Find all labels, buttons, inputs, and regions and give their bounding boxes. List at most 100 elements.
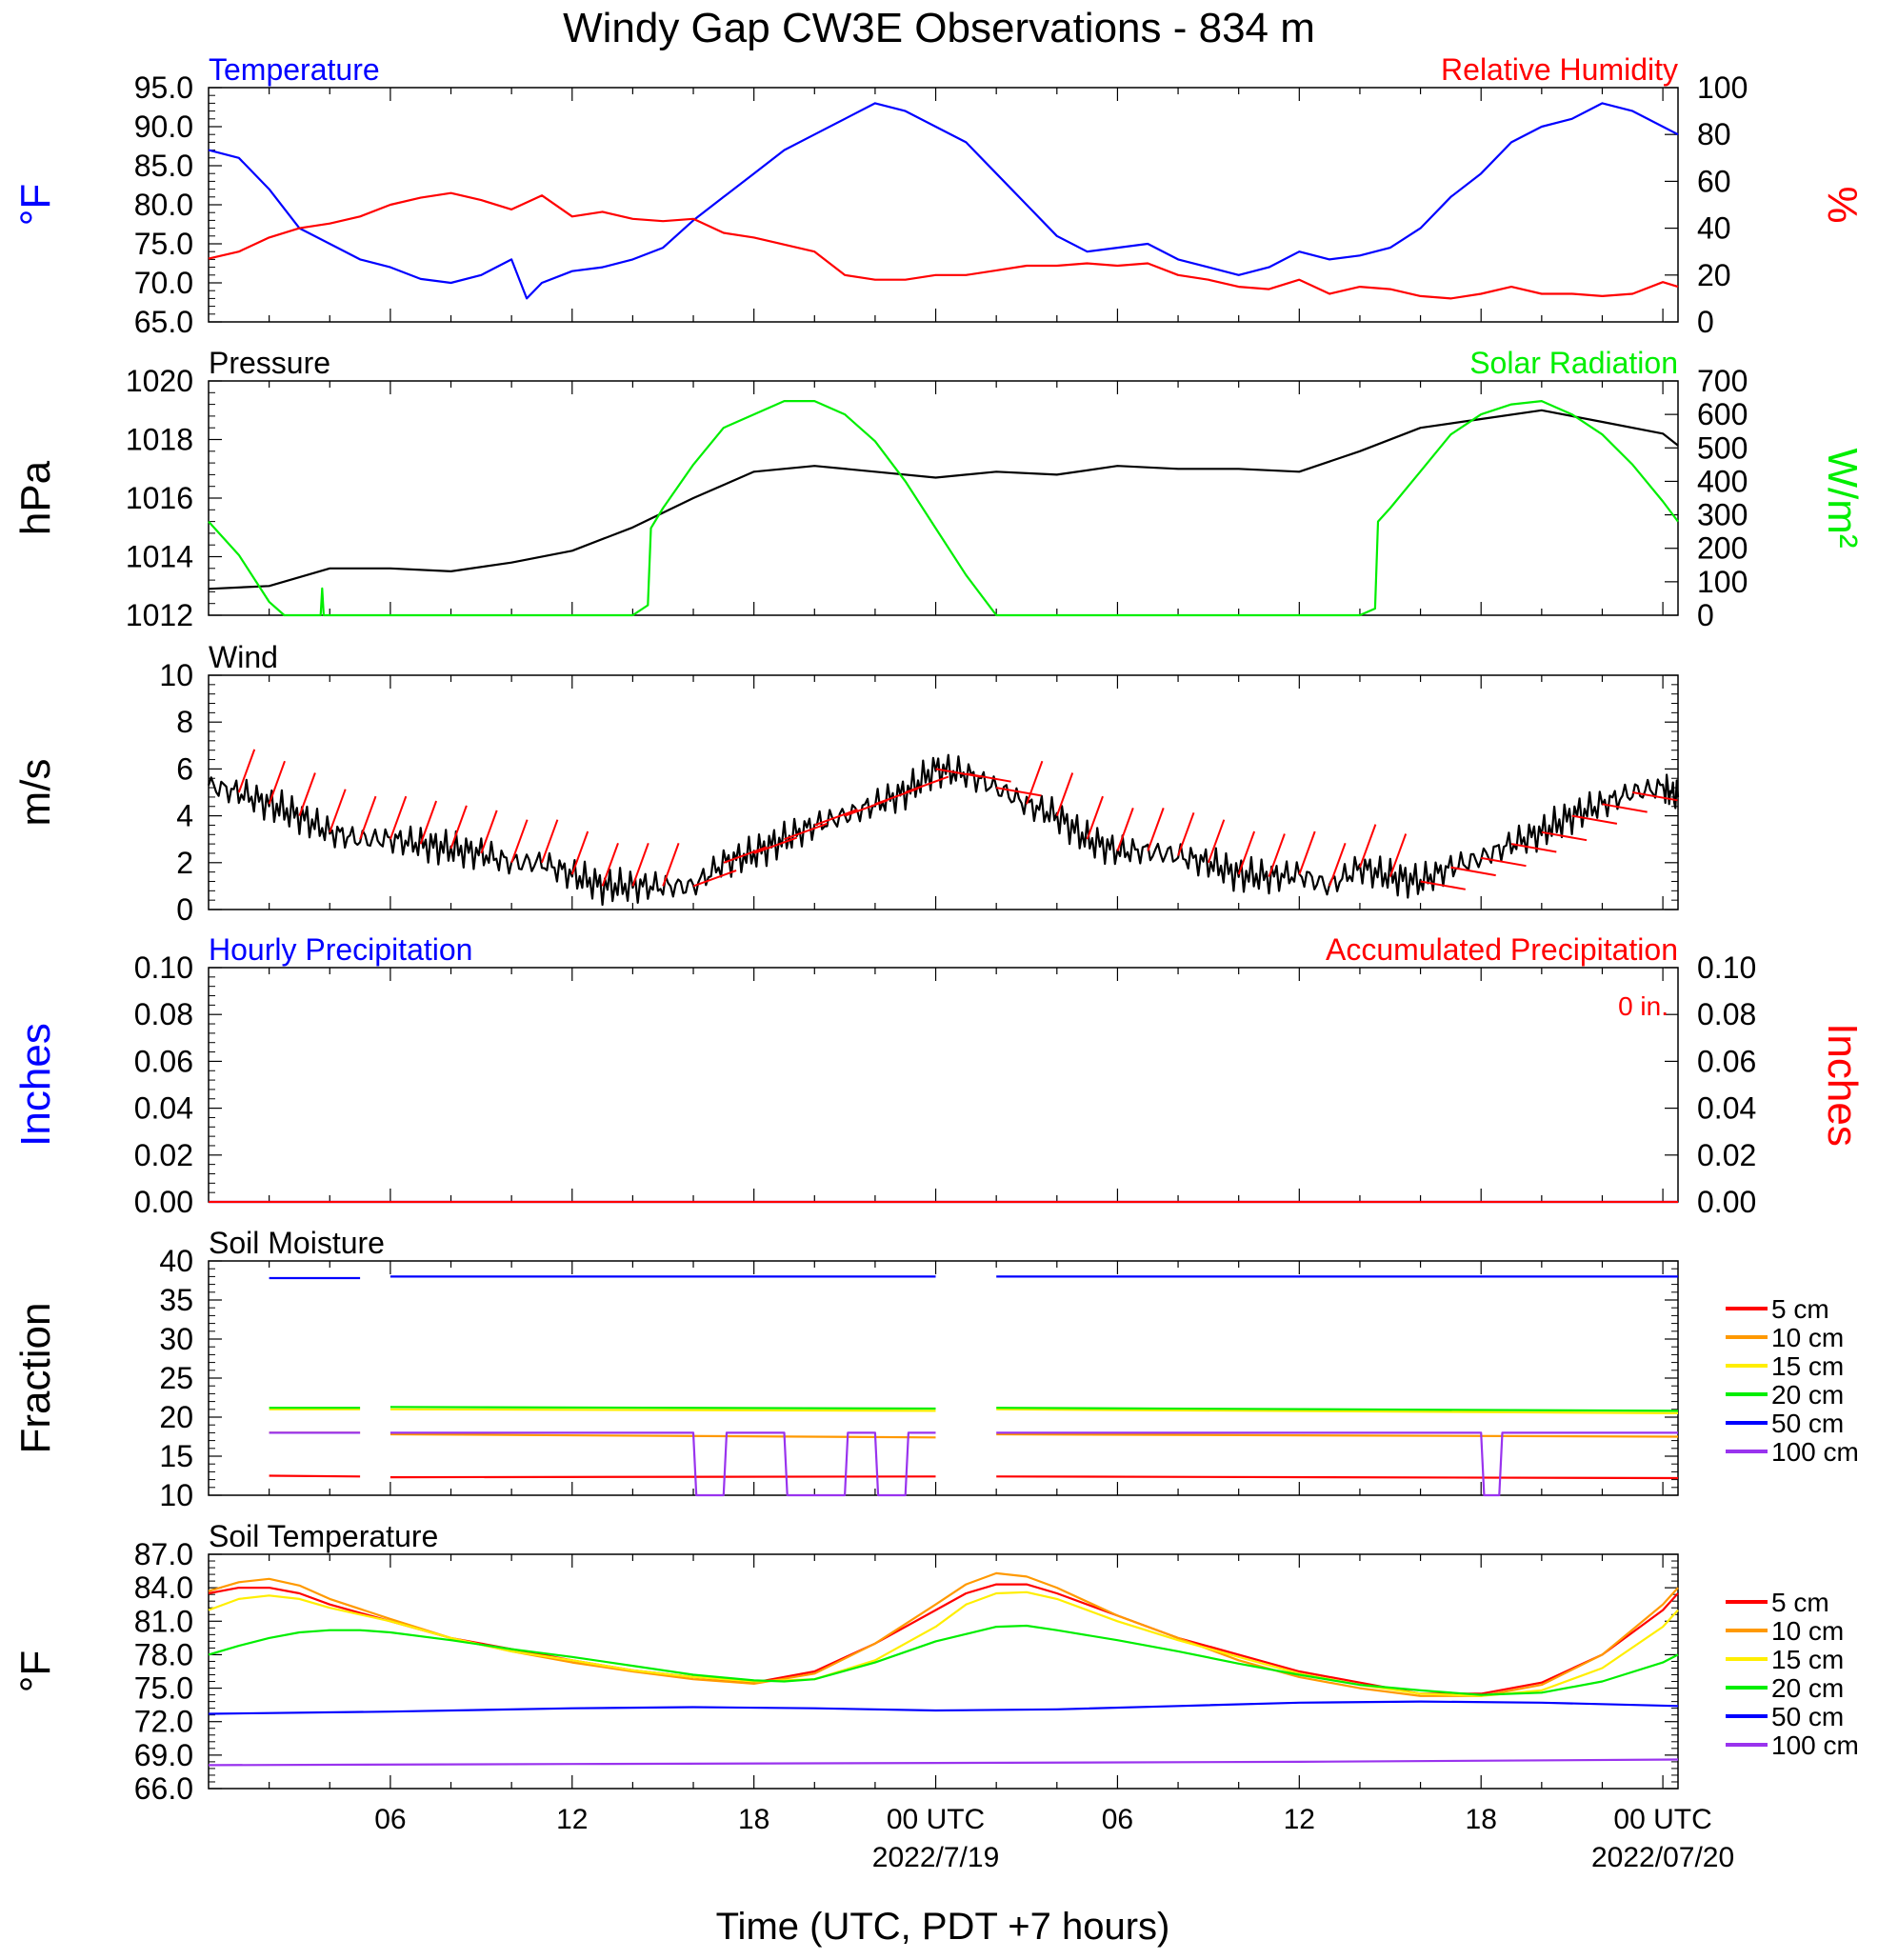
y-tick-label: 30	[159, 1322, 193, 1356]
panel-soil_moist	[208, 1260, 1768, 1497]
panel-title-left: Wind	[209, 640, 278, 674]
y-tick-label-right: 500	[1697, 430, 1748, 465]
series-line-soil_moist-0	[269, 1474, 1679, 1480]
chart-title: Windy Gap CW3E Observations - 834 m	[563, 5, 1315, 51]
y-tick-label: 80.0	[134, 188, 193, 222]
y-tick-label: 69.0	[134, 1738, 193, 1772]
legend-label: 10 cm	[1771, 1323, 1844, 1352]
y-tick-label: 2	[176, 846, 193, 880]
wind-barb	[1086, 795, 1104, 840]
y-tick-label: 0.10	[134, 950, 193, 985]
y-tick-label: 70.0	[134, 266, 193, 300]
series-line-pres_solar-0	[208, 409, 1679, 590]
legend-label: 20 cm	[1771, 1673, 1844, 1703]
y-tick-label-right: 0.08	[1697, 997, 1756, 1031]
wind-barb	[1602, 803, 1648, 813]
y-tick-label-right: 100	[1697, 70, 1748, 105]
legend-label: 5 cm	[1771, 1588, 1829, 1617]
precip-annotation: 0 in.	[1618, 991, 1668, 1021]
y-tick-label-right: 40	[1697, 211, 1731, 246]
panel-precip	[208, 967, 1679, 1204]
y-tick-label-right: 0.06	[1697, 1044, 1756, 1078]
y-tick-label-right: 0.10	[1697, 950, 1756, 985]
wind-barb	[662, 842, 680, 887]
x-tick-label: 12	[556, 1804, 588, 1835]
panel-wind	[207, 674, 1680, 910]
wind-barb	[1359, 824, 1377, 869]
series-line-soil_moist-2	[269, 1408, 1679, 1414]
y-axis-label-left: °F	[12, 184, 59, 226]
wind-barb	[1541, 830, 1588, 842]
wind-barb	[450, 805, 468, 850]
wind-barb	[329, 789, 347, 833]
wind-barb	[966, 772, 1011, 783]
y-tick-label-right: 0.00	[1697, 1185, 1756, 1219]
panel-title-left: Pressure	[209, 346, 330, 380]
panel-title-left: Temperature	[209, 52, 380, 87]
wind-barb	[1116, 808, 1134, 851]
wind-barb	[419, 800, 438, 845]
wind-barb	[1450, 866, 1496, 877]
x-tick-label: 12	[1284, 1804, 1315, 1835]
wind-barb	[723, 846, 768, 864]
wind-barb	[1177, 811, 1195, 856]
y-tick-label-right: 200	[1697, 531, 1748, 566]
series-line-soil_moist-5	[269, 1431, 1678, 1497]
y-tick-label: 0	[176, 892, 193, 927]
y-axis-label-right: W/m²	[1819, 448, 1866, 548]
y-tick-label: 0.02	[134, 1138, 193, 1172]
panel-soil_temp	[208, 1553, 1768, 1790]
y-tick-label: 10	[159, 1478, 193, 1512]
y-axis-label-left: °F	[12, 1650, 59, 1692]
wind-barb	[1329, 842, 1347, 887]
panel-title-left: Hourly Precipitation	[209, 932, 472, 967]
y-tick-label: 72.0	[134, 1705, 193, 1739]
wind-barb	[1055, 772, 1074, 816]
wind-barb	[1389, 833, 1408, 877]
panel-temp_rh	[208, 87, 1679, 323]
x-tick-label: 18	[1466, 1804, 1497, 1835]
y-tick-label: 84.0	[134, 1570, 193, 1605]
wind-barb	[1026, 760, 1044, 805]
y-tick-label: 6	[176, 751, 193, 786]
wind-barb	[631, 842, 649, 887]
y-axis-label-left: Fraction	[12, 1303, 59, 1454]
y-tick-label: 90.0	[134, 110, 193, 144]
wind-barb	[1268, 833, 1286, 877]
wind-barb	[1147, 808, 1165, 851]
wind-barb	[1237, 830, 1256, 875]
wind-barb	[753, 836, 798, 854]
x-axis-label: Time (UTC, PDT +7 hours)	[716, 1906, 1170, 1948]
panel-title-left: Soil Moisture	[209, 1226, 385, 1260]
legend-label: 15 cm	[1771, 1351, 1844, 1381]
x-tick-label: 06	[374, 1804, 406, 1835]
y-tick-label: 8	[176, 705, 193, 739]
series-line-soil_temp-3	[208, 1624, 1679, 1696]
series-line-temp_rh-1	[208, 191, 1679, 300]
wind-barb	[905, 775, 949, 793]
series-line-soil_moist-3	[269, 1406, 1679, 1412]
y-axis-label-right: %	[1819, 186, 1866, 223]
y-tick-label-right: 20	[1697, 258, 1731, 292]
y-tick-label: 75.0	[134, 1671, 193, 1706]
wind-barb	[1632, 791, 1678, 802]
wind-barb	[1510, 843, 1557, 853]
panel-pres_solar	[208, 380, 1679, 617]
panel-title-left: Soil Temperature	[209, 1519, 438, 1553]
x-tick-label: 06	[1102, 1804, 1133, 1835]
wind-barb	[298, 772, 316, 816]
legend-label: 10 cm	[1771, 1616, 1844, 1646]
y-tick-label: 1020	[126, 364, 193, 398]
series-line-soil_moist-4	[269, 1275, 1678, 1280]
wind-barb	[996, 787, 1042, 797]
y-tick-label: 10	[159, 658, 193, 692]
y-tick-label-right: 0	[1697, 598, 1714, 632]
y-axis-label-left: hPa	[12, 460, 59, 535]
wind-barb	[1571, 814, 1618, 825]
y-axis-label-left: Inches	[12, 1023, 59, 1147]
series-line-wind-0	[207, 753, 1680, 907]
wind-barb	[510, 819, 529, 864]
y-tick-label: 4	[176, 799, 193, 833]
y-tick-label: 40	[159, 1244, 193, 1278]
